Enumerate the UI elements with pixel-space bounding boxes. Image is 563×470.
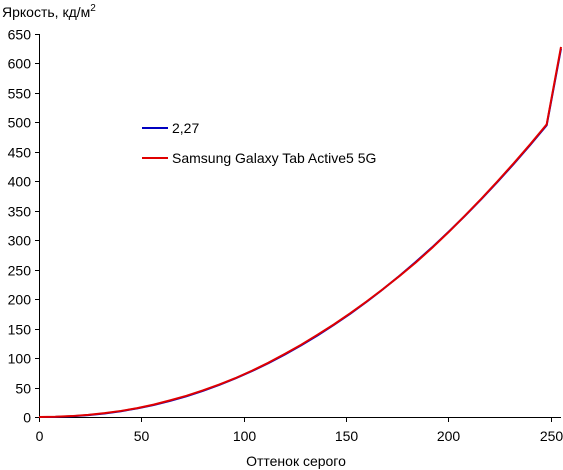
x-axis-title: Оттенок серого [246, 453, 346, 469]
y-axis-ticks: 0 50 100 150 200 250 300 350 400 450 500 550 600 650 [8, 27, 40, 426]
y-axis-title-text: Яркость, кд/м [2, 4, 90, 20]
legend-label-2-27: 2,27 [172, 120, 199, 136]
y-tick-label: 150 [8, 322, 32, 338]
y-tick-label: 400 [8, 174, 32, 190]
series-layer [38, 46, 562, 418]
y-tick-label: 250 [8, 263, 32, 279]
y-tick-label: 600 [8, 56, 32, 72]
y-tick-label: 350 [8, 204, 32, 220]
y-tick-label: 200 [8, 292, 32, 308]
x-tick-label: 250 [540, 428, 563, 444]
y-tick-label: 50 [15, 381, 31, 397]
y-tick-label: 500 [8, 115, 32, 131]
y-axis-title: Яркость, кд/м2 [2, 3, 96, 20]
x-tick-label: 100 [233, 428, 257, 444]
legend-label-samsung: Samsung Galaxy Tab Active5 5G [172, 150, 376, 166]
y-tick-label: 0 [23, 410, 31, 426]
y-axis-title-superscript: 2 [90, 3, 96, 14]
x-axis-ticks: 0 50 100 150 200 250 [36, 417, 563, 444]
series-line-2-27 [38, 48, 562, 418]
y-tick-label: 650 [8, 27, 32, 43]
x-tick-label: 150 [335, 428, 359, 444]
y-tick-label: 300 [8, 233, 32, 249]
y-tick-label: 550 [8, 86, 32, 102]
y-tick-label: 450 [8, 145, 32, 161]
plot-area [39, 34, 561, 418]
y-tick-label: 100 [8, 351, 32, 367]
legend: 2,27 Samsung Galaxy Tab Active5 5G [142, 120, 376, 166]
x-tick-label: 200 [437, 428, 461, 444]
x-tick-label: 0 [36, 428, 44, 444]
series-line-samsung [38, 46, 562, 418]
x-tick-label: 50 [134, 428, 150, 444]
